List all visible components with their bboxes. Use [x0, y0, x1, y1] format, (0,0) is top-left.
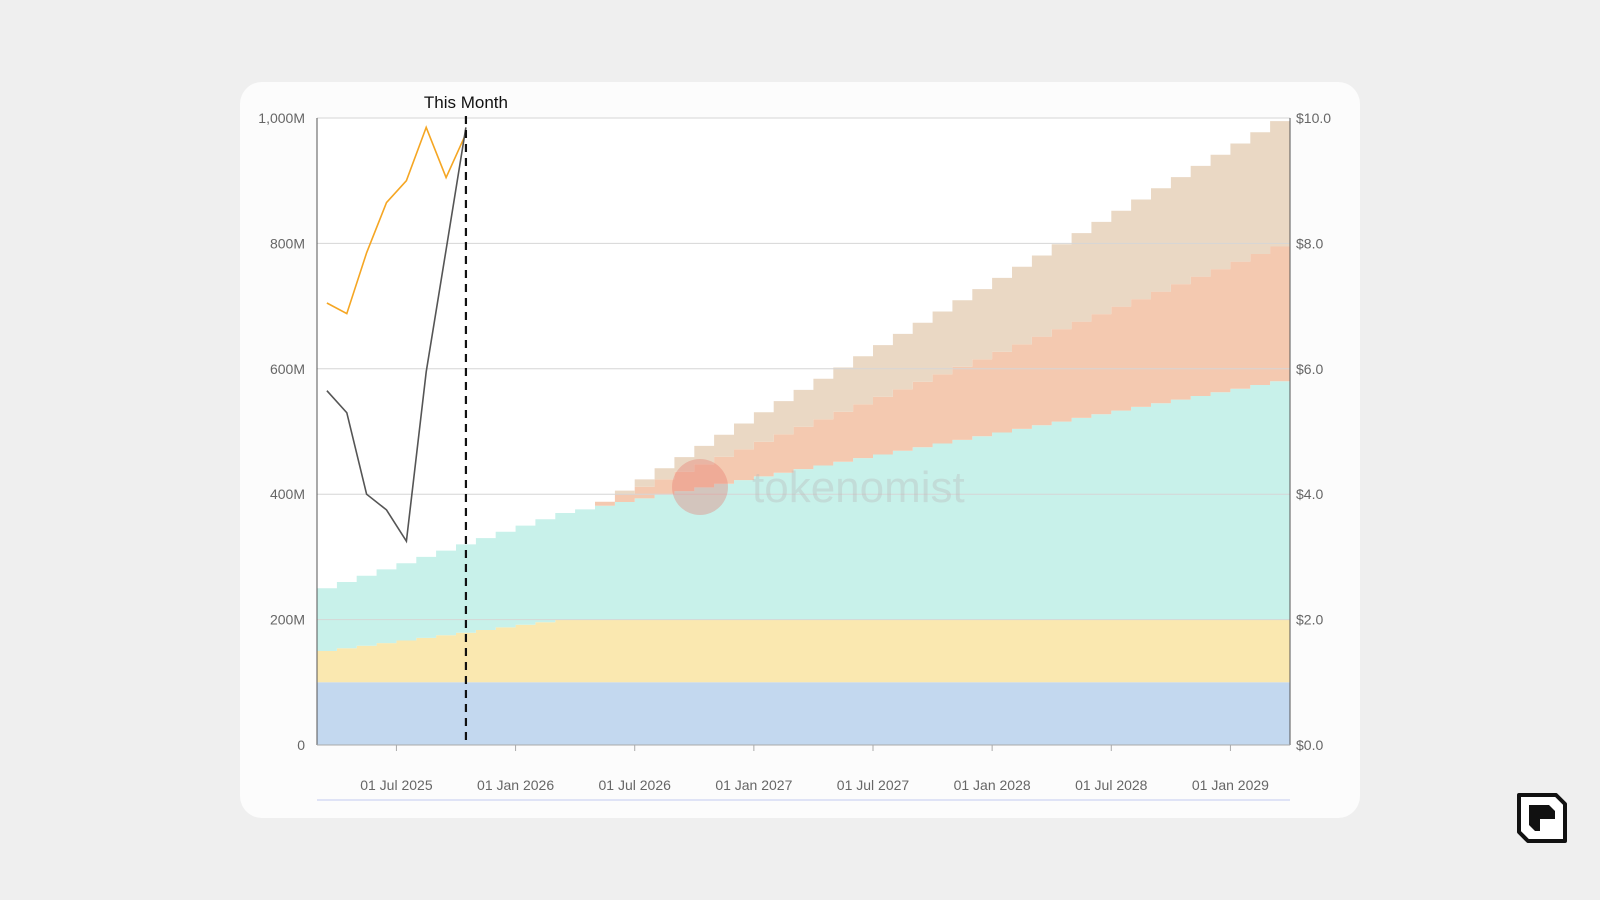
- x-tick-label: 01 Jan 2027: [715, 777, 792, 793]
- y-tick-right: $4.0: [1296, 486, 1323, 502]
- x-tick-label: 01 Jul 2026: [599, 777, 672, 793]
- brand-logo-icon: [1517, 793, 1567, 843]
- watermark: tokenomist: [672, 459, 965, 515]
- line-series-price: [326, 125, 467, 315]
- x-tick-label: 01 Jan 2026: [477, 777, 554, 793]
- x-tick-label: 01 Jan 2029: [1192, 777, 1269, 793]
- y-tick-left: 1,000M: [258, 110, 305, 126]
- unlock-schedule-chart: 0 200M 400M 600M 800M 1,000M $0.0 $2.0 $4.0 $6.0 $…: [258, 93, 1331, 801]
- y-tick-right: $0.0: [1296, 737, 1323, 753]
- area-series-5: [317, 121, 1290, 589]
- x-tick-label: 01 Jul 2028: [1075, 777, 1148, 793]
- y-tick-right: $6.0: [1296, 361, 1323, 377]
- y-tick-right: $2.0: [1296, 612, 1323, 628]
- watermark-text: tokenomist: [752, 463, 965, 512]
- watermark-logo-icon: [672, 459, 728, 515]
- area-series-2: [317, 619, 1290, 683]
- line-series-market-cap: [326, 127, 467, 544]
- y-tick-left: 600M: [270, 361, 305, 377]
- x-tick-label: 01 Jul 2027: [837, 777, 910, 793]
- x-tick-label: 01 Jan 2028: [954, 777, 1031, 793]
- y-tick-left: 200M: [270, 612, 305, 628]
- x-tick-label: 01 Jul 2025: [360, 777, 433, 793]
- y-tick-right: $10.0: [1296, 110, 1331, 126]
- area-series-3: [317, 381, 1290, 651]
- y-tick-left: 0: [297, 737, 305, 753]
- area-series-1: [317, 682, 1290, 745]
- y-tick-left: 800M: [270, 235, 305, 251]
- this-month-label: This Month: [424, 93, 508, 112]
- chart-card: 0 200M 400M 600M 800M 1,000M $0.0 $2.0 $4.0 $6.0 $…: [240, 82, 1360, 818]
- y-tick-right: $8.0: [1296, 235, 1323, 251]
- area-series-4: [317, 246, 1290, 589]
- y-tick-left: 400M: [270, 486, 305, 502]
